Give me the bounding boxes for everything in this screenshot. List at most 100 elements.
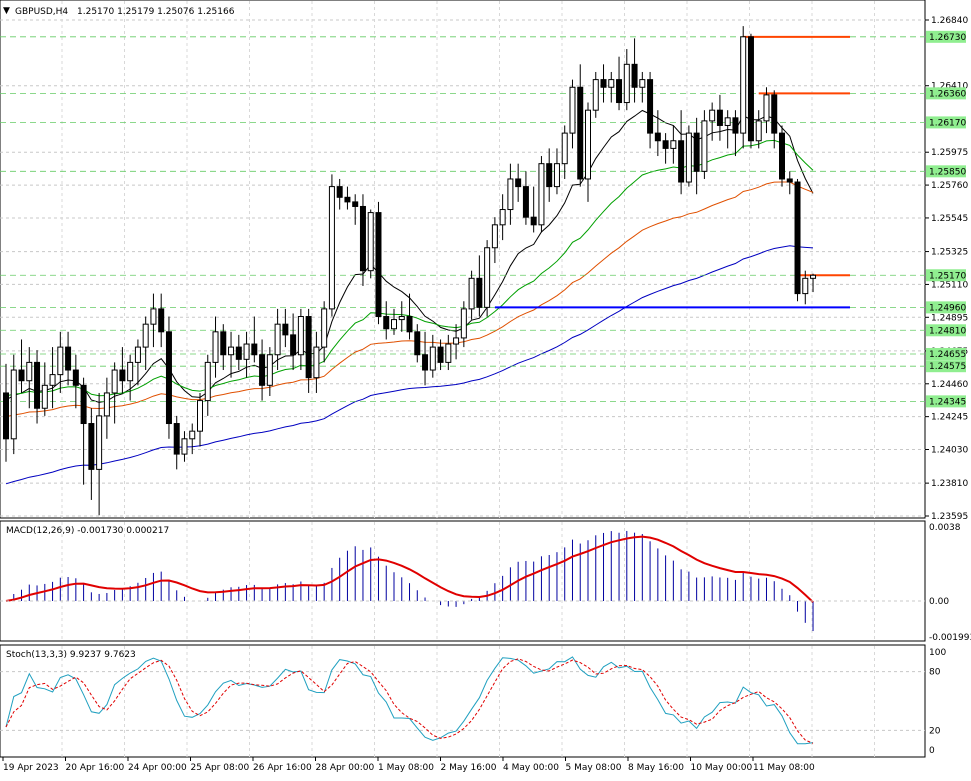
macd-tick-label: -0.001993 xyxy=(929,633,971,643)
candle-bull xyxy=(367,212,374,272)
candle-bull xyxy=(96,415,103,470)
candles xyxy=(3,26,817,516)
candle-bull xyxy=(468,277,475,310)
candle-bull xyxy=(709,109,716,122)
price-tick-label: 1.26840 xyxy=(931,16,968,26)
level-price-label: 1.24345 xyxy=(929,397,966,407)
candle-bull xyxy=(810,274,817,279)
time-label: 25 Apr 08:00 xyxy=(191,763,250,773)
level-price-tag xyxy=(926,87,966,100)
candle-bull xyxy=(274,323,281,356)
candle-bear xyxy=(88,423,95,470)
candle-bear xyxy=(732,117,739,134)
candle-bull xyxy=(685,132,692,183)
stoch-label: Stoch(13,3,3) 9.9237 9.7623 xyxy=(6,650,136,660)
price-tick-label: 1.25325 xyxy=(931,248,968,258)
candle-bull xyxy=(243,343,250,360)
candle-bear xyxy=(336,186,343,198)
candle-bull xyxy=(755,120,762,142)
macd-tick-label: 0.0038 xyxy=(929,523,961,533)
level-price-tag xyxy=(926,395,966,408)
macd-panel-frame xyxy=(0,520,926,642)
candle-bull xyxy=(111,369,118,394)
level-price-label: 1.26730 xyxy=(929,33,966,43)
candle-bear xyxy=(515,178,522,188)
price-tick-label: 1.24895 xyxy=(931,313,968,323)
level-price-label: 1.25850 xyxy=(929,167,966,177)
candle-bear xyxy=(80,384,87,425)
candle-bear xyxy=(235,346,242,360)
candle-bear xyxy=(600,79,607,88)
candle-bear xyxy=(65,346,72,371)
candle-bull xyxy=(142,323,149,348)
candle-bear xyxy=(654,132,661,142)
candle-bull xyxy=(453,337,460,345)
level-price-tag xyxy=(926,30,966,43)
candle-bear xyxy=(352,201,359,207)
level-price-tag xyxy=(926,116,966,129)
stoch-indicator xyxy=(0,656,925,745)
candle-bear xyxy=(158,308,165,333)
candle-bear xyxy=(305,316,312,379)
price-tick-label: 1.26410 xyxy=(931,82,968,92)
candle-bear xyxy=(476,277,483,308)
candle-bear xyxy=(72,369,79,386)
candle-bull xyxy=(189,430,196,440)
price-tick-label: 1.25975 xyxy=(931,148,968,158)
candle-bull xyxy=(670,140,677,149)
candle-bear xyxy=(693,132,700,172)
candle-bear xyxy=(631,63,638,88)
candle-bear xyxy=(678,140,685,183)
time-label: 20 Apr 16:00 xyxy=(66,763,125,773)
candle-bull xyxy=(724,117,731,126)
level-price-tag xyxy=(926,347,966,360)
price-tick-label: 1.24245 xyxy=(931,413,968,423)
candle-bear xyxy=(282,323,289,336)
symbol-dropdown-icon[interactable]: ▼ xyxy=(3,6,10,16)
candle-bull xyxy=(41,384,48,409)
stoch-tick-label: 100 xyxy=(929,648,946,658)
candle-bear xyxy=(375,212,382,318)
candle-bear xyxy=(251,343,258,356)
candle-bull xyxy=(763,94,770,122)
level-price-label: 1.26360 xyxy=(929,89,966,99)
grid xyxy=(0,1,925,757)
level-price-label: 1.25170 xyxy=(929,271,966,281)
candle-bull xyxy=(592,79,599,111)
candle-bull xyxy=(212,331,219,363)
time-label: 4 May 00:00 xyxy=(503,763,559,773)
time-label: 8 May 16:00 xyxy=(628,763,684,773)
candle-bull xyxy=(150,308,157,325)
candle-bear xyxy=(647,79,654,134)
time-label: 10 May 00:00 xyxy=(691,763,753,773)
macd-label: MACD(12,26,9) -0.001730 0.000217 xyxy=(6,526,169,536)
price-tick-label: 1.23595 xyxy=(931,512,968,522)
candle-bear xyxy=(577,86,584,180)
candle-bear xyxy=(34,361,41,409)
candle-bear xyxy=(662,140,669,149)
candle-bear xyxy=(18,369,25,382)
candle-bull xyxy=(538,163,545,226)
ma-line xyxy=(5,245,814,485)
candle-bear xyxy=(220,331,227,356)
symbol-label: GBPUSD,H4 xyxy=(15,7,68,17)
candle-bull xyxy=(313,346,320,379)
level-price-tag xyxy=(926,165,966,178)
stoch-tick-label: 80 xyxy=(929,668,941,678)
time-label: 19 Apr 2023 xyxy=(3,763,59,773)
candle-bull xyxy=(569,86,576,134)
time-label: 1 May 08:00 xyxy=(378,763,434,773)
candle-bull xyxy=(623,63,630,104)
candle-bull xyxy=(197,400,203,432)
candle-bear xyxy=(716,109,723,126)
candle-bull xyxy=(507,178,514,211)
candle-bull xyxy=(26,361,33,382)
candle-bull xyxy=(585,109,591,180)
price-tick-label: 1.24030 xyxy=(931,446,968,456)
candle-bull xyxy=(701,120,708,172)
horizontal-levels[interactable] xyxy=(0,35,925,402)
candle-bear xyxy=(3,392,9,440)
macd-indicator xyxy=(0,530,925,632)
